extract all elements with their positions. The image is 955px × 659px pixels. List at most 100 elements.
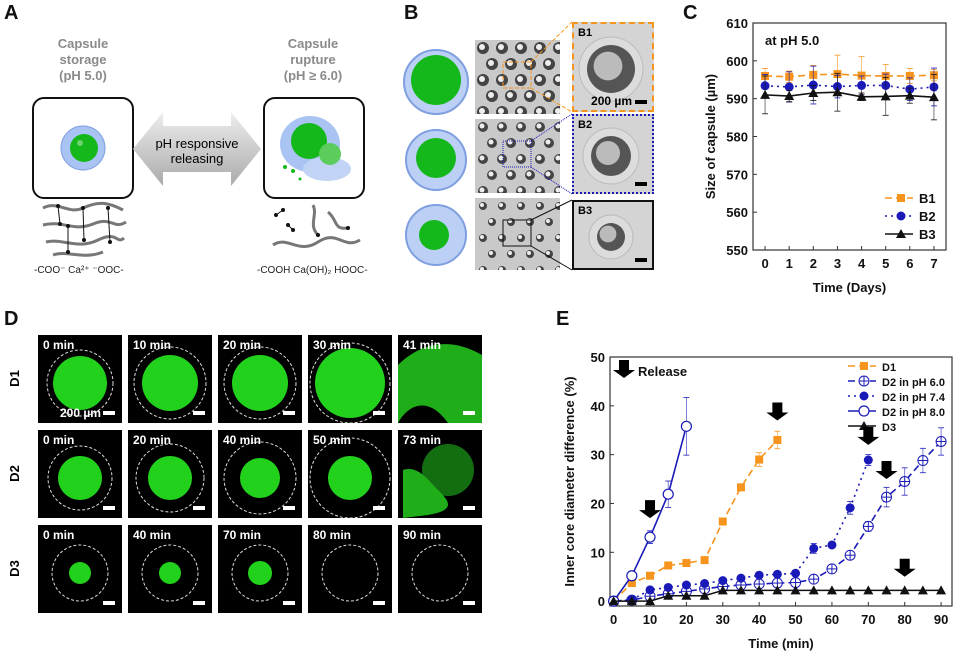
rupture-chemistry: -COOH Ca(OH)₂ HOOC- xyxy=(257,265,368,276)
annotation-at-ph: at pH 5.0 xyxy=(765,33,819,48)
y-tick-label: 580 xyxy=(726,130,748,145)
data-point xyxy=(718,517,727,526)
fluorescence-image: 20 min xyxy=(128,430,212,518)
time-label: 0 min xyxy=(43,528,75,542)
data-point xyxy=(644,531,656,543)
data-point xyxy=(899,476,911,487)
series-b2: B2 xyxy=(760,65,939,224)
legend-label: B2 xyxy=(919,209,936,224)
crosslinked-network-icon xyxy=(42,201,127,257)
scale-bar xyxy=(103,601,115,605)
y-tick-label: 600 xyxy=(726,54,748,69)
x-tick-label: 2 xyxy=(810,256,817,271)
x-axis-label: Time (Days) xyxy=(813,280,886,295)
inset-label: B1 xyxy=(578,27,593,39)
release-legend-arrow-icon xyxy=(613,360,635,378)
data-point xyxy=(905,71,914,80)
capsule-schematic-b1 xyxy=(403,49,469,115)
scale-bar xyxy=(103,411,115,415)
capsule-storage-title: Capsule storage (pH 5.0) xyxy=(57,36,109,83)
data-point xyxy=(645,596,656,606)
scale-bar xyxy=(635,182,647,186)
release-arrow-icon xyxy=(639,500,662,519)
y-tick-label: 20 xyxy=(591,496,605,511)
time-label: 70 min xyxy=(223,528,262,542)
data-point xyxy=(699,590,710,600)
x-tick-label: 30 xyxy=(716,612,730,627)
inset-label: B2 xyxy=(578,119,593,131)
y-tick-label: 40 xyxy=(591,399,605,414)
data-point xyxy=(844,549,856,561)
series-b3: B3 xyxy=(760,72,939,242)
data-point xyxy=(680,420,693,432)
inset-b2: B2 xyxy=(572,114,654,194)
scale-bar xyxy=(463,601,475,605)
data-point xyxy=(754,570,764,580)
time-label: 30 min xyxy=(313,338,352,352)
legend-label: D2 in pH 8.0 xyxy=(882,407,945,419)
legend-marker xyxy=(860,362,868,370)
data-point xyxy=(681,580,691,590)
fluorescence-image: 0 min 200 µm xyxy=(38,335,122,423)
arrow-text: pH responsive releasing xyxy=(155,136,239,166)
fluorescence-image: 10 min xyxy=(128,335,212,423)
data-point xyxy=(790,585,801,595)
data-point xyxy=(809,543,819,553)
plot-frame xyxy=(609,356,953,607)
fluorescence-image: 30 min xyxy=(308,335,392,423)
data-point xyxy=(881,585,892,595)
x-tick-label: 70 xyxy=(861,612,875,627)
legend-marker xyxy=(858,375,870,387)
core-diameter-chart: 0 10 20 30 40 50 0 10 20 30 40 50 60 70 80 90 Time (min)… xyxy=(562,350,953,651)
data-point xyxy=(826,585,837,595)
fluorescence-image: 50 min xyxy=(308,430,392,518)
fluorescence-image: 80 min xyxy=(308,525,392,613)
data-point xyxy=(662,488,674,500)
legend-label: D2 in pH 6.0 xyxy=(882,377,945,389)
intact-capsule-icon xyxy=(60,125,106,171)
x-tick-label: 10 xyxy=(643,612,657,627)
x-tick-label: 1 xyxy=(786,256,793,271)
data-point xyxy=(718,576,728,586)
panel-label-a: A xyxy=(4,2,19,24)
data-point xyxy=(772,569,782,579)
x-tick-label: 3 xyxy=(834,256,841,271)
storage-chemistry: -COO⁻ Ca²⁺ ⁻OOC- xyxy=(34,265,124,276)
data-point xyxy=(717,585,728,595)
legend-marker xyxy=(896,229,906,238)
data-point xyxy=(791,568,801,578)
data-point xyxy=(935,435,947,447)
data-point xyxy=(881,491,893,503)
ruptured-capsule-icon xyxy=(280,116,351,181)
release-arrow-icon xyxy=(766,402,789,421)
y-axis-label: Inner core diameter difference (%) xyxy=(562,376,577,586)
data-point xyxy=(663,590,674,600)
data-point xyxy=(863,455,873,465)
scale-bar xyxy=(103,506,115,510)
release-arrow-icon xyxy=(857,426,880,445)
legend-label: B1 xyxy=(919,191,936,206)
data-point xyxy=(772,585,783,595)
data-point xyxy=(700,579,710,589)
data-point xyxy=(917,455,929,467)
data-point xyxy=(681,590,692,600)
inset-b1: B1 200 µm xyxy=(572,22,654,112)
data-point xyxy=(784,82,794,92)
release-arrow-icon xyxy=(893,558,916,577)
panel-label-e: E xyxy=(556,308,570,330)
fluorescence-image: 41 min xyxy=(398,335,482,423)
release-label: Release xyxy=(638,364,687,379)
micrograph-b2 xyxy=(475,119,560,193)
data-point xyxy=(608,596,619,606)
x-tick-label: 60 xyxy=(825,612,839,627)
series-line xyxy=(765,73,934,78)
scale-bar xyxy=(373,601,385,605)
rupture-capsule-box xyxy=(263,97,365,199)
x-tick-label: 40 xyxy=(752,612,766,627)
data-point xyxy=(646,571,655,580)
legend-marker xyxy=(897,194,905,202)
x-tick-label: 6 xyxy=(906,256,913,271)
fluorescence-image: 70 min xyxy=(218,525,302,613)
legend-marker xyxy=(896,211,906,221)
y-axis-label: Size of capsule (µm) xyxy=(703,74,718,199)
